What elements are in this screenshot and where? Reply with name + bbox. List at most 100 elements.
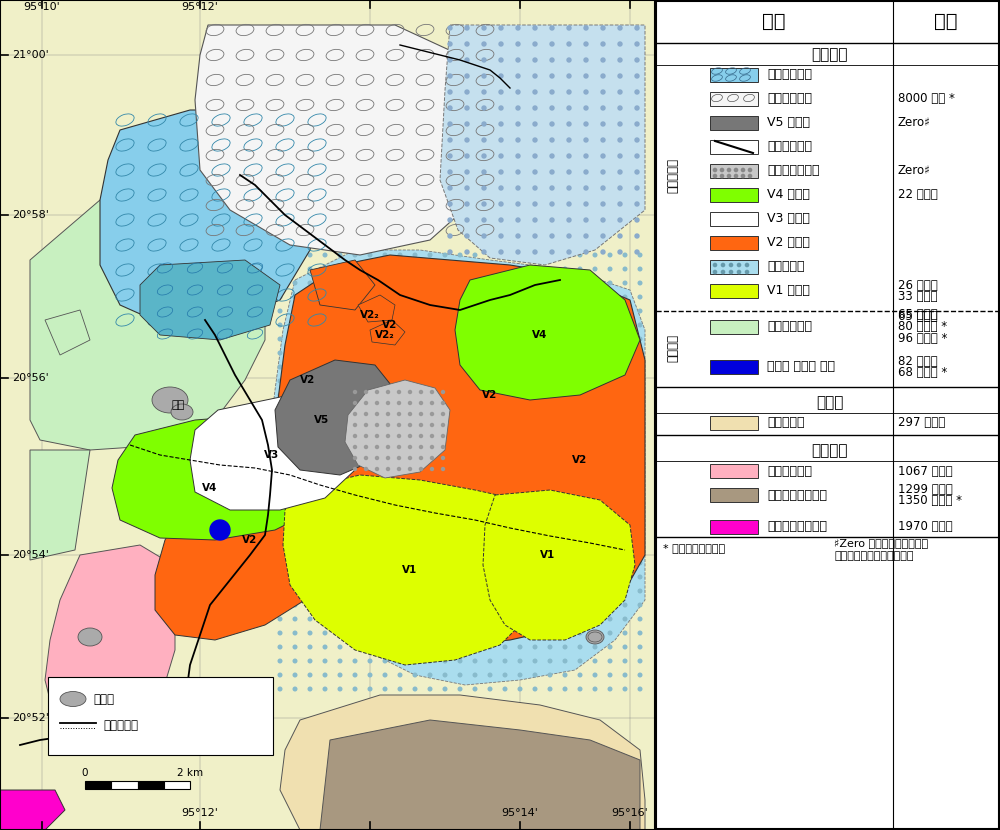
- Circle shape: [548, 505, 552, 509]
- Circle shape: [638, 491, 642, 495]
- Circle shape: [578, 449, 582, 453]
- Polygon shape: [280, 695, 645, 830]
- Circle shape: [608, 408, 612, 411]
- Circle shape: [488, 561, 492, 564]
- Circle shape: [608, 547, 612, 551]
- Circle shape: [308, 631, 312, 635]
- Circle shape: [428, 687, 432, 691]
- Circle shape: [308, 547, 312, 551]
- Circle shape: [278, 645, 282, 649]
- Text: 2 km: 2 km: [177, 768, 203, 778]
- Circle shape: [499, 106, 503, 110]
- Circle shape: [293, 408, 297, 411]
- Bar: [710, 520, 758, 534]
- Circle shape: [443, 281, 447, 285]
- Circle shape: [503, 645, 507, 649]
- Circle shape: [473, 449, 477, 453]
- Circle shape: [278, 323, 282, 327]
- Circle shape: [533, 106, 537, 110]
- Circle shape: [488, 408, 492, 411]
- Circle shape: [623, 408, 627, 411]
- Circle shape: [428, 393, 432, 397]
- Circle shape: [584, 26, 588, 30]
- Circle shape: [601, 26, 605, 30]
- Circle shape: [428, 603, 432, 607]
- Circle shape: [608, 323, 612, 327]
- Circle shape: [420, 467, 422, 471]
- Circle shape: [323, 645, 327, 649]
- Circle shape: [482, 250, 486, 254]
- Circle shape: [533, 673, 537, 676]
- Circle shape: [578, 408, 582, 411]
- Circle shape: [563, 687, 567, 691]
- Circle shape: [638, 575, 642, 579]
- Circle shape: [368, 310, 372, 313]
- Circle shape: [737, 263, 741, 266]
- Circle shape: [635, 90, 639, 94]
- Circle shape: [608, 491, 612, 495]
- Circle shape: [353, 520, 357, 523]
- Circle shape: [618, 122, 622, 126]
- Circle shape: [503, 505, 507, 509]
- Circle shape: [293, 253, 297, 256]
- Text: 22 万年前: 22 万年前: [898, 188, 938, 202]
- Circle shape: [473, 351, 477, 354]
- Circle shape: [473, 645, 477, 649]
- Circle shape: [448, 186, 452, 190]
- Circle shape: [308, 267, 312, 271]
- Circle shape: [409, 413, 412, 416]
- Circle shape: [618, 218, 622, 222]
- Circle shape: [548, 631, 552, 635]
- Circle shape: [741, 174, 745, 178]
- Text: 1299 万年前: 1299 万年前: [898, 483, 953, 496]
- Circle shape: [578, 421, 582, 425]
- Circle shape: [593, 351, 597, 354]
- Circle shape: [548, 449, 552, 453]
- Circle shape: [623, 463, 627, 466]
- Circle shape: [518, 575, 522, 579]
- Circle shape: [499, 202, 503, 206]
- Text: 火口周辺集塔岩: 火口周辺集塔岩: [767, 164, 820, 178]
- Circle shape: [458, 281, 462, 285]
- Circle shape: [563, 603, 567, 607]
- Text: 95°12': 95°12': [182, 808, 218, 818]
- Circle shape: [548, 408, 552, 411]
- Circle shape: [533, 138, 537, 142]
- Circle shape: [398, 505, 402, 509]
- Circle shape: [550, 106, 554, 110]
- Circle shape: [578, 295, 582, 299]
- Polygon shape: [195, 25, 490, 255]
- Circle shape: [353, 645, 357, 649]
- Circle shape: [323, 295, 327, 299]
- Circle shape: [398, 463, 402, 466]
- Circle shape: [353, 421, 357, 425]
- Text: V3: V3: [264, 450, 280, 460]
- Circle shape: [368, 421, 372, 425]
- Circle shape: [608, 281, 612, 285]
- Circle shape: [354, 446, 356, 448]
- Circle shape: [516, 90, 520, 94]
- Circle shape: [458, 379, 462, 383]
- Circle shape: [383, 491, 387, 495]
- Text: 65 万年前: 65 万年前: [898, 310, 938, 323]
- Circle shape: [601, 202, 605, 206]
- Circle shape: [623, 618, 627, 621]
- Circle shape: [278, 365, 282, 369]
- Circle shape: [413, 520, 417, 523]
- Circle shape: [383, 575, 387, 579]
- Circle shape: [638, 618, 642, 621]
- Bar: [710, 416, 758, 430]
- Circle shape: [593, 393, 597, 397]
- Circle shape: [516, 138, 520, 142]
- Circle shape: [550, 138, 554, 142]
- Bar: [138, 781, 164, 789]
- Circle shape: [550, 154, 554, 158]
- Circle shape: [503, 253, 507, 256]
- Circle shape: [293, 435, 297, 439]
- Circle shape: [443, 603, 447, 607]
- Circle shape: [354, 434, 356, 437]
- Circle shape: [578, 505, 582, 509]
- Circle shape: [563, 379, 567, 383]
- Circle shape: [428, 547, 432, 551]
- Circle shape: [533, 491, 537, 495]
